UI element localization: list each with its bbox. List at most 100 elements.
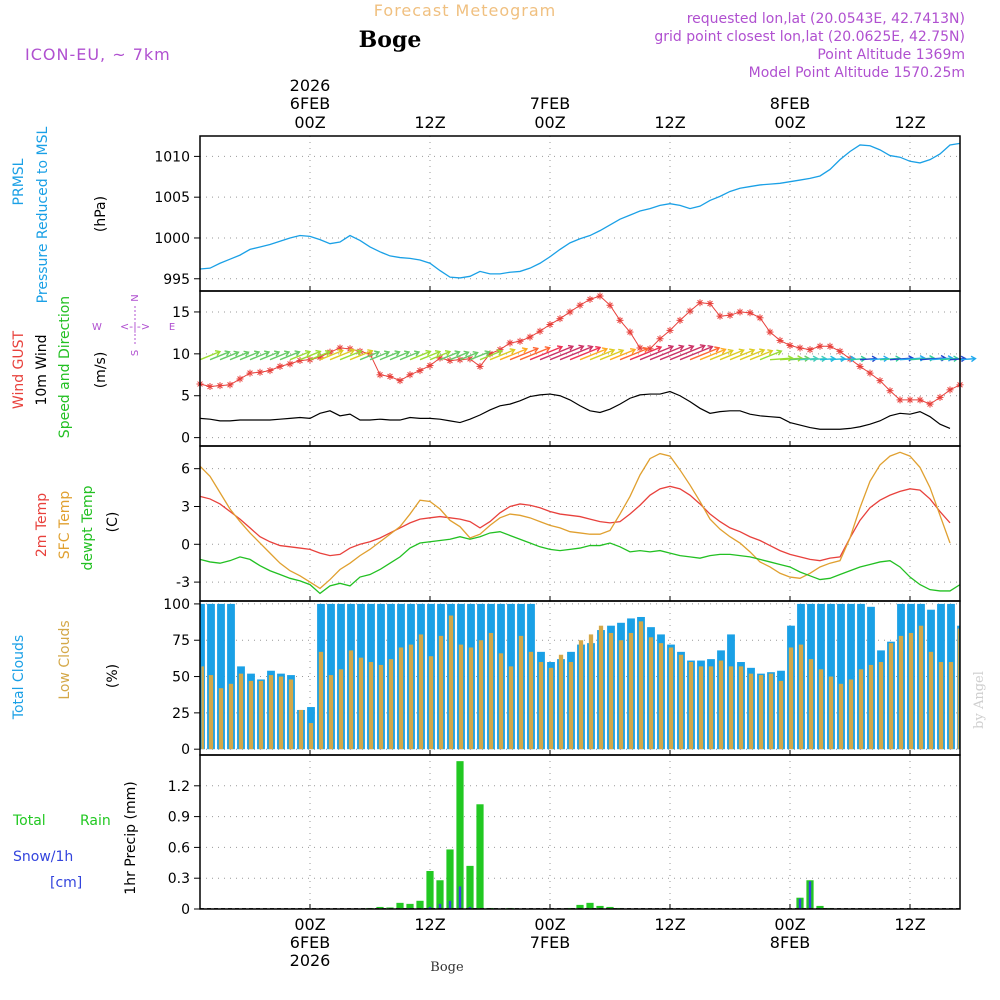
low-cloud-bar xyxy=(368,662,374,750)
wind-arrow xyxy=(739,348,766,361)
low-cloud-bar xyxy=(388,659,394,750)
gust-marker xyxy=(406,371,414,379)
low-cloud-bar xyxy=(668,647,674,750)
gust-marker xyxy=(886,387,894,395)
wind-arrow xyxy=(659,344,695,361)
sfc-temp-line xyxy=(199,451,951,590)
snow-bar xyxy=(798,898,802,909)
wind-arrow xyxy=(359,350,381,361)
gust-marker xyxy=(516,337,524,345)
bottom-hour-label: 00Z xyxy=(534,915,565,934)
low-cloud-bar xyxy=(618,640,624,750)
compass-arrow-h: <-|-> xyxy=(120,320,150,333)
low-cloud-bar xyxy=(338,669,344,750)
snow-bar xyxy=(448,900,452,909)
total-cloud-bar xyxy=(837,603,845,750)
low-cloud-bar xyxy=(538,662,544,750)
rain-bar xyxy=(586,902,594,909)
low-cloud-bar xyxy=(938,662,944,750)
gust-marker xyxy=(896,396,904,404)
wind-arrow xyxy=(429,350,452,361)
wind-arrow xyxy=(469,350,491,361)
point-altitude: Point Altitude 1369m xyxy=(817,47,965,63)
gust-marker xyxy=(706,300,714,308)
wind-arrow xyxy=(289,350,312,361)
gust-marker xyxy=(586,295,594,303)
bottom-date-label: 7FEB xyxy=(530,933,570,952)
wind-arrow xyxy=(209,350,231,361)
bottom-hour-label: 12Z xyxy=(414,915,445,934)
gust-marker xyxy=(396,377,404,385)
y-tick-label: 75 xyxy=(172,633,190,649)
wind-arrow xyxy=(419,350,442,361)
top-hour-label: 12Z xyxy=(414,113,445,132)
wind-arrow xyxy=(389,350,411,361)
wind-arrow xyxy=(349,349,374,361)
low-cloud-bar xyxy=(298,709,304,750)
label-total-clouds: Total Clouds xyxy=(11,635,27,720)
low-cloud-bar xyxy=(638,621,644,750)
wind-arrow xyxy=(229,350,250,361)
rain-bar xyxy=(406,903,414,909)
wind-arrow xyxy=(709,348,734,361)
top-hour-label: 00Z xyxy=(774,113,805,132)
gust-marker xyxy=(556,315,564,323)
label-speed-direction: Speed and Direction xyxy=(57,296,73,438)
gust-marker xyxy=(696,299,704,307)
wind-arrow xyxy=(499,347,529,361)
bottom-year-label: 2026 xyxy=(290,951,331,970)
wind-arrow xyxy=(439,350,461,361)
rain-bar xyxy=(396,902,404,909)
low-cloud-bar xyxy=(648,637,654,750)
panel-frame xyxy=(199,754,961,910)
rain-bar xyxy=(376,906,384,909)
total-cloud-bar xyxy=(227,603,235,750)
y-tick-label: 10 xyxy=(172,347,190,363)
gust-marker xyxy=(286,360,294,368)
gust-marker xyxy=(256,368,264,376)
wind-arrow xyxy=(409,349,432,361)
low-cloud-bar xyxy=(458,644,464,750)
low-cloud-bar xyxy=(798,644,804,750)
label-c: (C) xyxy=(105,512,121,533)
low-cloud-bar xyxy=(778,680,784,750)
label-sfc-temp: SFC Temp xyxy=(57,491,73,560)
label-snow: Snow/1h xyxy=(13,849,73,865)
label-10m-wind: 10m Wind xyxy=(34,334,50,405)
gust-marker xyxy=(236,375,244,383)
y-tick-label: 0 xyxy=(181,431,190,447)
gust-marker xyxy=(806,346,814,354)
low-cloud-bar xyxy=(408,644,414,750)
wind-arrows xyxy=(199,344,977,363)
y-tick-label: 0.3 xyxy=(168,871,190,887)
gust-marker xyxy=(676,316,684,324)
rain-bar xyxy=(456,761,464,909)
panel-precip: 0 0.3 0.6 0.9 1.2 xyxy=(168,755,960,918)
low-cloud-bar xyxy=(238,673,244,750)
wind-arrow xyxy=(319,348,344,361)
gust-marker xyxy=(716,312,724,320)
y-tick-label: 100 xyxy=(163,597,190,613)
gust-marker xyxy=(866,369,874,377)
low-cloud-bar xyxy=(358,657,364,750)
rain-bar xyxy=(466,865,474,909)
low-cloud-bar xyxy=(348,650,354,750)
wind-arrow xyxy=(689,346,721,361)
top-date-label: 7FEB xyxy=(530,94,570,113)
y-tick-label: 1000 xyxy=(154,231,190,247)
gust-marker xyxy=(536,327,544,335)
low-cloud-bar xyxy=(718,660,724,750)
label-total: Total xyxy=(12,813,46,829)
y-tick-label: 6 xyxy=(181,462,190,478)
total-cloud-bar xyxy=(827,603,835,750)
wind-arrow xyxy=(599,348,625,361)
low-cloud-bar xyxy=(678,654,684,750)
gust-marker xyxy=(856,362,864,370)
low-cloud-bar xyxy=(848,679,854,750)
gust-marker xyxy=(906,396,914,404)
location-title: Boge xyxy=(359,27,422,53)
wind-arrow xyxy=(329,348,356,361)
gust-marker xyxy=(786,341,794,349)
rain-bar xyxy=(606,906,614,909)
rain-bar xyxy=(436,880,444,909)
